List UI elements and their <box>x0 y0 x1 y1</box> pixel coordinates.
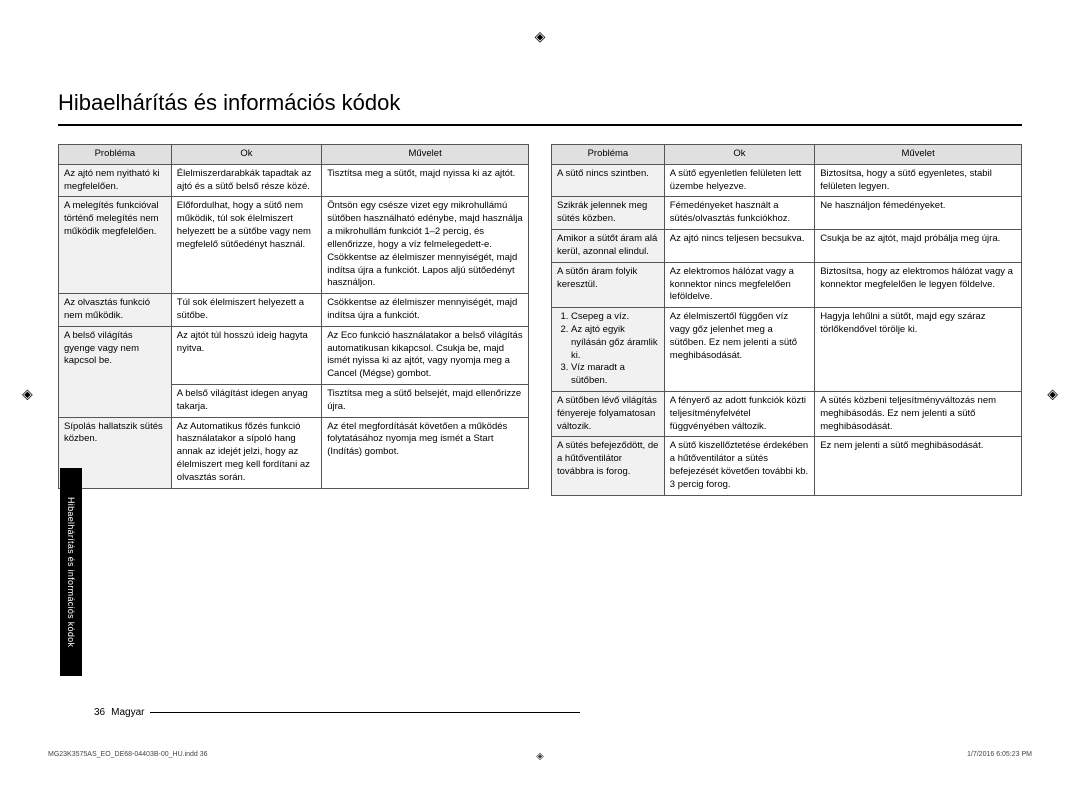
table-row: Szikrák jelennek meg sütés közben. Fémed… <box>552 197 1022 230</box>
cell-action: Csökkentse az élelmiszer mennyiségét, ma… <box>322 294 529 327</box>
cell-cause: Az Automatikus főzés funkció használatak… <box>171 417 321 488</box>
list-item: Az ajtó egyik nyílásán gőz áramlik ki. <box>571 324 659 362</box>
col-header-action: Művelet <box>815 145 1022 165</box>
footer-line <box>150 712 580 713</box>
table-row: A sütés befejeződött, de a hűtőventiláto… <box>552 437 1022 495</box>
cell-cause: Az élelmiszertől függően víz vagy gőz je… <box>664 308 814 392</box>
table-row: A sütő nincs szintben. A sütő egyenletle… <box>552 164 1022 197</box>
right-column: Probléma Ok Művelet A sütő nincs szintbe… <box>551 144 1022 496</box>
cell-action: Ne használjon fémedényeket. <box>815 197 1022 230</box>
cell-action: Hagyja lehűlni a sütőt, majd egy száraz … <box>815 308 1022 392</box>
cell-cause: Előfordulhat, hogy a sütő nem működik, t… <box>171 197 321 294</box>
col-header-cause: Ok <box>664 145 814 165</box>
cell-problem: Az ajtó nem nyitható ki megfelelően. <box>59 164 172 197</box>
table-row: Az olvasztás funkció nem működik. Túl so… <box>59 294 529 327</box>
print-footer: MG23K3575AS_EO_DE68-04403B-00_HU.indd 36… <box>48 751 1032 758</box>
print-timestamp: 1/7/2016 6:05:23 PM <box>967 751 1032 758</box>
crop-mark-bottom: ◈ <box>536 751 544 762</box>
cell-cause: A fényerő az adott funkciók közti teljes… <box>664 392 814 437</box>
table-row: Az ajtó nem nyitható ki megfelelően. Éle… <box>59 164 529 197</box>
crop-mark-left: ◈ <box>22 386 33 403</box>
cell-action: A sütés közbeni teljesítményváltozás nem… <box>815 392 1022 437</box>
cell-cause: Az elektromos hálózat vagy a konnektor n… <box>664 262 814 307</box>
cell-action: Öntsön egy csésze vizet egy mikrohullámú… <box>322 197 529 294</box>
page-number: 36 <box>94 707 105 718</box>
cell-action: Tisztítsa meg a sütőt, majd nyissa ki az… <box>322 164 529 197</box>
cell-cause: Az ajtó nincs teljesen becsukva. <box>664 230 814 263</box>
cell-problem: Az olvasztás funkció nem működik. <box>59 294 172 327</box>
cell-cause: Élelmiszerdarabkák tapadtak az ajtó és a… <box>171 164 321 197</box>
cell-action: Az Eco funkció használatakor a belső vil… <box>322 326 529 384</box>
cell-problem: Amikor a sütőt áram alá kerül, azonnal e… <box>552 230 665 263</box>
table-row: Amikor a sütőt áram alá kerül, azonnal e… <box>552 230 1022 263</box>
cell-cause: Az ajtót túl hosszú ideig hagyta nyitva. <box>171 326 321 384</box>
two-column-layout: Probléma Ok Művelet Az ajtó nem nyitható… <box>58 144 1022 496</box>
cell-problem: A sütőn áram folyik keresztül. <box>552 262 665 307</box>
cell-cause: Fémedényeket használt a sütés/olvasztás … <box>664 197 814 230</box>
cell-problem-list: Csepeg a víz. Az ajtó egyik nyílásán gőz… <box>552 308 665 392</box>
cell-problem: A sütő nincs szintben. <box>552 164 665 197</box>
col-header-action: Művelet <box>322 145 529 165</box>
cell-action: Az étel megfordítását követően a működés… <box>322 417 529 488</box>
cell-action: Tisztítsa meg a sütő belsejét, majd elle… <box>322 385 529 418</box>
troubleshoot-table-left: Probléma Ok Művelet Az ajtó nem nyitható… <box>58 144 529 489</box>
col-header-problem: Probléma <box>552 145 665 165</box>
cell-action: Csukja be az ajtót, majd próbálja meg új… <box>815 230 1022 263</box>
cell-problem: A sütés befejeződött, de a hűtőventiláto… <box>552 437 665 495</box>
table-row: A belső világítás gyenge vagy nem kapcso… <box>59 326 529 384</box>
table-row: A sütőn áram folyik keresztül. Az elektr… <box>552 262 1022 307</box>
cell-action: Biztosítsa, hogy a sütő egyenletes, stab… <box>815 164 1022 197</box>
page-title: Hibaelhárítás és információs kódok <box>58 90 1022 116</box>
cell-action: Ez nem jelenti a sütő meghibásodását. <box>815 437 1022 495</box>
table-row: A sütőben lévő világítás fényereje folya… <box>552 392 1022 437</box>
table-row: A melegítés funkcióval történő melegítés… <box>59 197 529 294</box>
list-item: Csepeg a víz. <box>571 311 659 324</box>
cell-problem: A sütőben lévő világítás fényereje folya… <box>552 392 665 437</box>
troubleshoot-table-right: Probléma Ok Művelet A sütő nincs szintbe… <box>551 144 1022 496</box>
page-lang: Magyar <box>111 707 144 718</box>
left-column: Probléma Ok Művelet Az ajtó nem nyitható… <box>58 144 529 496</box>
cell-cause: A sütő egyenletlen felületen lett üzembe… <box>664 164 814 197</box>
print-file-path: MG23K3575AS_EO_DE68-04403B-00_HU.indd 36 <box>48 751 208 758</box>
cell-problem: A belső világítás gyenge vagy nem kapcso… <box>59 326 172 417</box>
cell-cause: Túl sok élelmiszert helyezett a sütőbe. <box>171 294 321 327</box>
table-row: Sípolás hallatszik sütés közben. Az Auto… <box>59 417 529 488</box>
col-header-problem: Probléma <box>59 145 172 165</box>
col-header-cause: Ok <box>171 145 321 165</box>
crop-mark-right: ◈ <box>1047 386 1058 403</box>
side-tab: Hibaelhárítás és információs kódok <box>60 468 82 676</box>
cell-cause: A sütő kiszellőztetése érdekében a hűtőv… <box>664 437 814 495</box>
cell-problem: A melegítés funkcióval történő melegítés… <box>59 197 172 294</box>
page-content: Hibaelhárítás és információs kódok Probl… <box>0 0 1080 536</box>
table-row: Csepeg a víz. Az ajtó egyik nyílásán gőz… <box>552 308 1022 392</box>
cell-problem: Szikrák jelennek meg sütés közben. <box>552 197 665 230</box>
cell-action: Biztosítsa, hogy az elektromos hálózat v… <box>815 262 1022 307</box>
cell-cause: A belső világítást idegen anyag takarja. <box>171 385 321 418</box>
crop-mark-top: ◈ <box>535 28 546 45</box>
page-footer: 36 Magyar <box>94 707 580 718</box>
list-item: Víz maradt a sütőben. <box>571 362 659 388</box>
title-rule <box>58 124 1022 126</box>
